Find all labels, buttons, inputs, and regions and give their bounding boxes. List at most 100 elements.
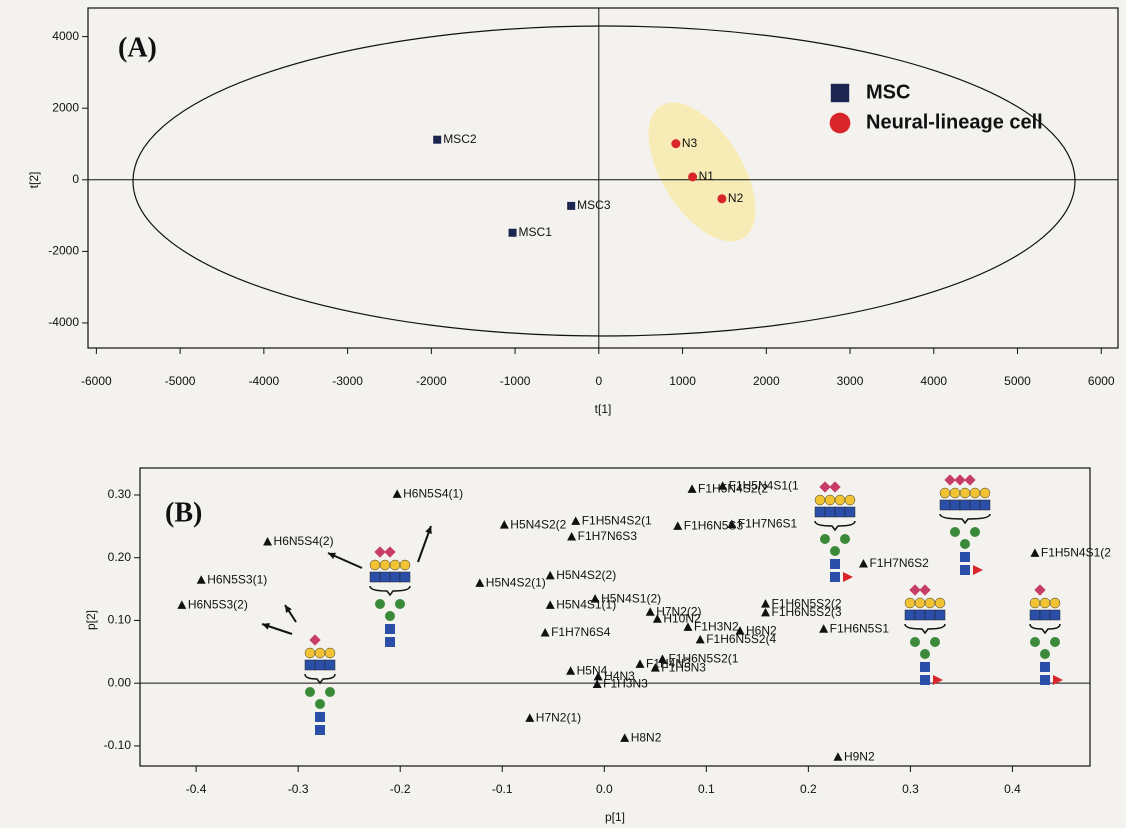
galactose <box>1049 597 1061 609</box>
point <box>196 575 206 584</box>
bracket <box>1029 623 1061 635</box>
galactose <box>304 647 316 659</box>
point <box>688 172 698 182</box>
point <box>673 521 683 530</box>
point-label: H6N5S3(2) <box>188 598 248 612</box>
y-tick-label: 4000 <box>52 29 79 43</box>
point <box>566 666 576 675</box>
galactose <box>914 597 926 609</box>
point <box>645 607 655 616</box>
point <box>263 537 273 546</box>
glcnac <box>834 506 846 518</box>
sialic-acid <box>919 584 931 596</box>
glcnac <box>830 572 840 582</box>
mannose <box>1050 637 1060 647</box>
mannose <box>820 534 830 544</box>
point <box>819 624 829 633</box>
point-label: F1H6N5S2(1 <box>668 652 738 666</box>
glcnac <box>314 659 326 671</box>
y-tick-label: -4000 <box>48 315 79 329</box>
point-label: MSC1 <box>519 225 553 239</box>
point-label: F1H6N5S3 <box>684 519 744 533</box>
mannose <box>305 687 315 697</box>
galactose <box>824 494 836 506</box>
glcnac <box>920 675 930 685</box>
glcnac <box>959 499 971 511</box>
point <box>687 484 697 493</box>
point <box>761 607 771 617</box>
glcnac <box>1039 609 1051 621</box>
mannose <box>395 599 405 609</box>
glcnac <box>939 499 951 511</box>
glcnac <box>814 506 826 518</box>
point <box>683 622 693 631</box>
arrow-head <box>328 552 336 560</box>
x-tick-label: 0.1 <box>698 782 715 796</box>
galactose <box>834 494 846 506</box>
bracket <box>814 520 856 532</box>
point <box>735 626 745 635</box>
point <box>620 733 630 742</box>
galactose <box>979 487 991 499</box>
legend-swatch <box>830 83 850 103</box>
point <box>567 532 577 541</box>
bracket <box>304 673 336 685</box>
arrow-head <box>285 605 292 613</box>
y-tick-label: -0.10 <box>104 738 132 752</box>
point <box>525 713 535 722</box>
y-tick-label: 0.30 <box>108 487 132 501</box>
galactose <box>904 597 916 609</box>
point-label: H7N2(2) <box>656 604 701 618</box>
galactose <box>324 647 336 659</box>
glcnac <box>1049 609 1061 621</box>
sialic-acid <box>964 474 976 486</box>
glcnac <box>979 499 991 511</box>
point <box>652 614 662 623</box>
confidence-ellipse <box>132 25 1076 337</box>
point-label: F1H6N5S2(4 <box>706 632 776 646</box>
galactose <box>389 559 401 571</box>
point-label: F1H3N3 <box>603 677 648 691</box>
point-label: F1H6N5S1 <box>830 621 890 635</box>
glcnac <box>369 571 381 583</box>
galactose <box>949 487 961 499</box>
x-tick-label: -3000 <box>332 374 363 388</box>
mannose <box>1030 637 1040 647</box>
sialic-acid <box>954 474 966 486</box>
glcnac <box>920 662 930 672</box>
point-label: F1H7N6S3 <box>578 529 638 543</box>
sialic-acid <box>309 634 321 646</box>
point <box>593 671 603 681</box>
glcnac <box>960 565 970 575</box>
glcnac <box>924 609 936 621</box>
sialic-acid <box>909 584 921 596</box>
galactose <box>369 559 381 571</box>
glcnac <box>379 571 391 583</box>
y-tick-label: 0.20 <box>108 550 132 564</box>
glcnac <box>385 624 395 634</box>
point-label: H5N4S2(1) <box>486 576 546 590</box>
galactose <box>939 487 951 499</box>
galactose <box>959 487 971 499</box>
mannose <box>970 527 980 537</box>
point-label: H7N2(1) <box>536 710 581 724</box>
mannose <box>315 699 325 709</box>
x-tick-label: 0.0 <box>596 782 613 796</box>
point-label: H5N4 <box>577 663 608 677</box>
point <box>727 519 737 528</box>
x-tick-label: -0.4 <box>186 782 207 796</box>
point-label: MSC2 <box>443 132 477 146</box>
arrow-head <box>425 526 432 534</box>
point <box>545 570 555 580</box>
mannose <box>920 649 930 659</box>
point-label: H8N2 <box>631 731 662 745</box>
galactose <box>314 647 326 659</box>
point <box>508 228 517 237</box>
galactose <box>1029 597 1041 609</box>
glcnac <box>304 659 316 671</box>
point-label: F1H6N5S2(3 <box>772 605 842 619</box>
y-tick-label: 0.00 <box>108 675 132 689</box>
legend-label: MSC <box>866 81 910 103</box>
panel-label: (A) <box>118 32 157 63</box>
glcnac <box>824 506 836 518</box>
